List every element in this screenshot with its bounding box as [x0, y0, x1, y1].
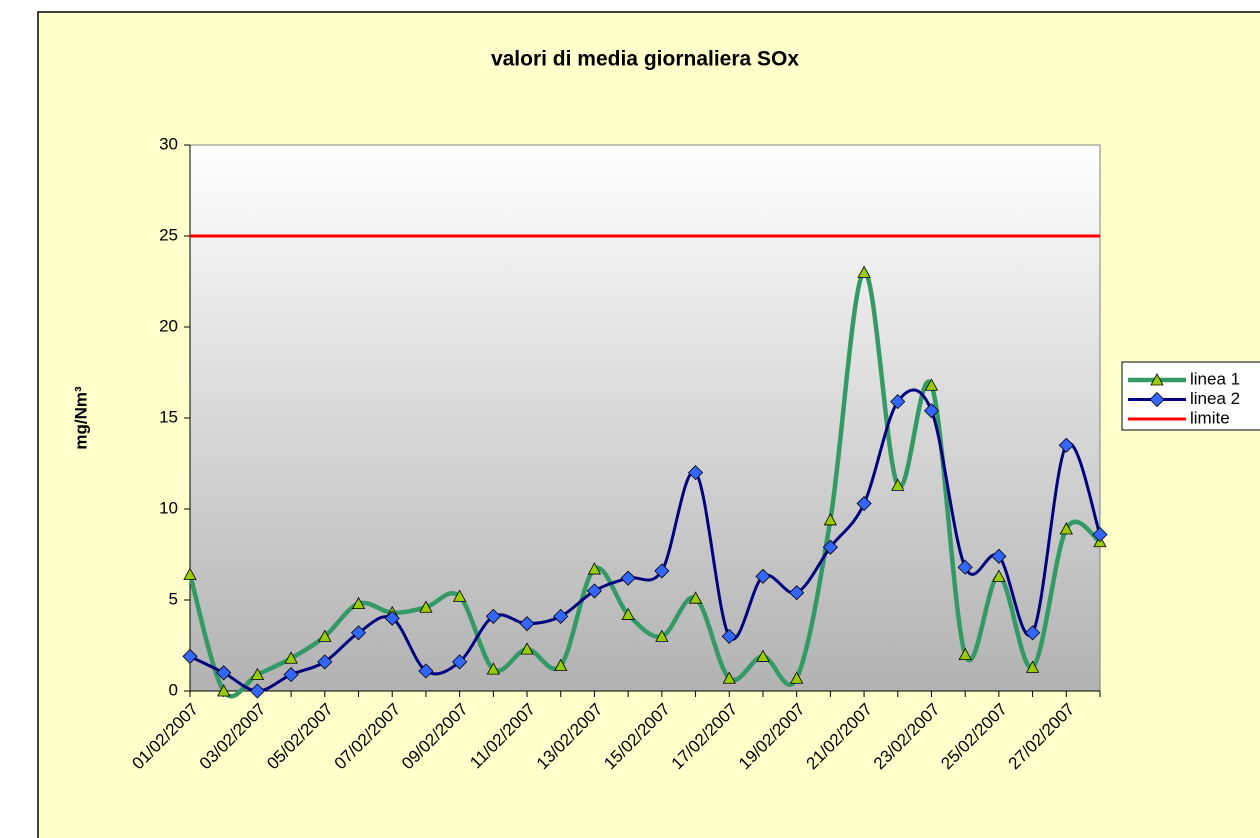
marker [789, 671, 804, 684]
y-tick-label: 0 [169, 680, 178, 699]
marker [822, 539, 838, 555]
marker [621, 607, 635, 620]
y-tick-label: 10 [159, 498, 178, 517]
marker [857, 265, 871, 278]
marker [1092, 526, 1108, 543]
marker [452, 589, 467, 602]
marker [789, 585, 805, 601]
marker [586, 583, 603, 599]
marker [485, 608, 501, 624]
marker [756, 649, 770, 662]
marker [553, 608, 569, 624]
marker [183, 567, 197, 580]
marker [923, 403, 940, 419]
marker [890, 394, 906, 410]
marker [419, 600, 433, 613]
marker [655, 629, 669, 642]
marker [249, 683, 265, 699]
marker [384, 610, 400, 626]
marker [688, 591, 703, 604]
legend-label: limite [1190, 408, 1230, 427]
marker [1025, 625, 1041, 641]
marker [1025, 660, 1040, 673]
marker [318, 629, 332, 642]
marker [554, 658, 568, 671]
y-tick-label: 20 [159, 316, 178, 335]
marker [519, 616, 535, 632]
chart-title: valori di media giornaliera SOx [491, 48, 799, 71]
marker [687, 465, 704, 481]
marker [217, 684, 231, 697]
marker [452, 654, 468, 670]
marker [283, 667, 299, 683]
marker [1059, 522, 1073, 535]
legend-marker [1150, 373, 1164, 386]
marker [755, 568, 771, 584]
marker [957, 559, 973, 575]
plot-area [189, 144, 1101, 692]
y-tick-label: 25 [159, 225, 178, 244]
legend-label: linea 2 [1190, 389, 1240, 408]
marker [351, 596, 366, 610]
marker [182, 648, 198, 664]
marker [620, 570, 636, 586]
marker [721, 628, 737, 644]
marker [284, 651, 298, 664]
legend-marker [1149, 391, 1165, 408]
marker [654, 563, 670, 579]
marker [1058, 437, 1074, 453]
marker [317, 654, 333, 670]
marker [992, 569, 1006, 582]
y-tick-label: 30 [159, 134, 178, 153]
y-tick-label: 15 [159, 407, 178, 426]
marker [991, 548, 1007, 564]
y-axis-label: mg/Nm³ [71, 386, 90, 450]
marker [350, 625, 367, 641]
marker [722, 671, 736, 684]
marker [250, 667, 265, 681]
marker [520, 642, 534, 655]
marker [216, 665, 232, 681]
y-tick-label: 5 [169, 589, 178, 608]
marker [924, 378, 939, 391]
legend-label: linea 1 [1190, 369, 1240, 388]
marker [958, 647, 972, 660]
marker [823, 513, 838, 526]
marker [486, 662, 501, 675]
marker [587, 562, 602, 575]
marker [856, 495, 872, 512]
marker [891, 478, 905, 491]
marker [418, 663, 434, 679]
